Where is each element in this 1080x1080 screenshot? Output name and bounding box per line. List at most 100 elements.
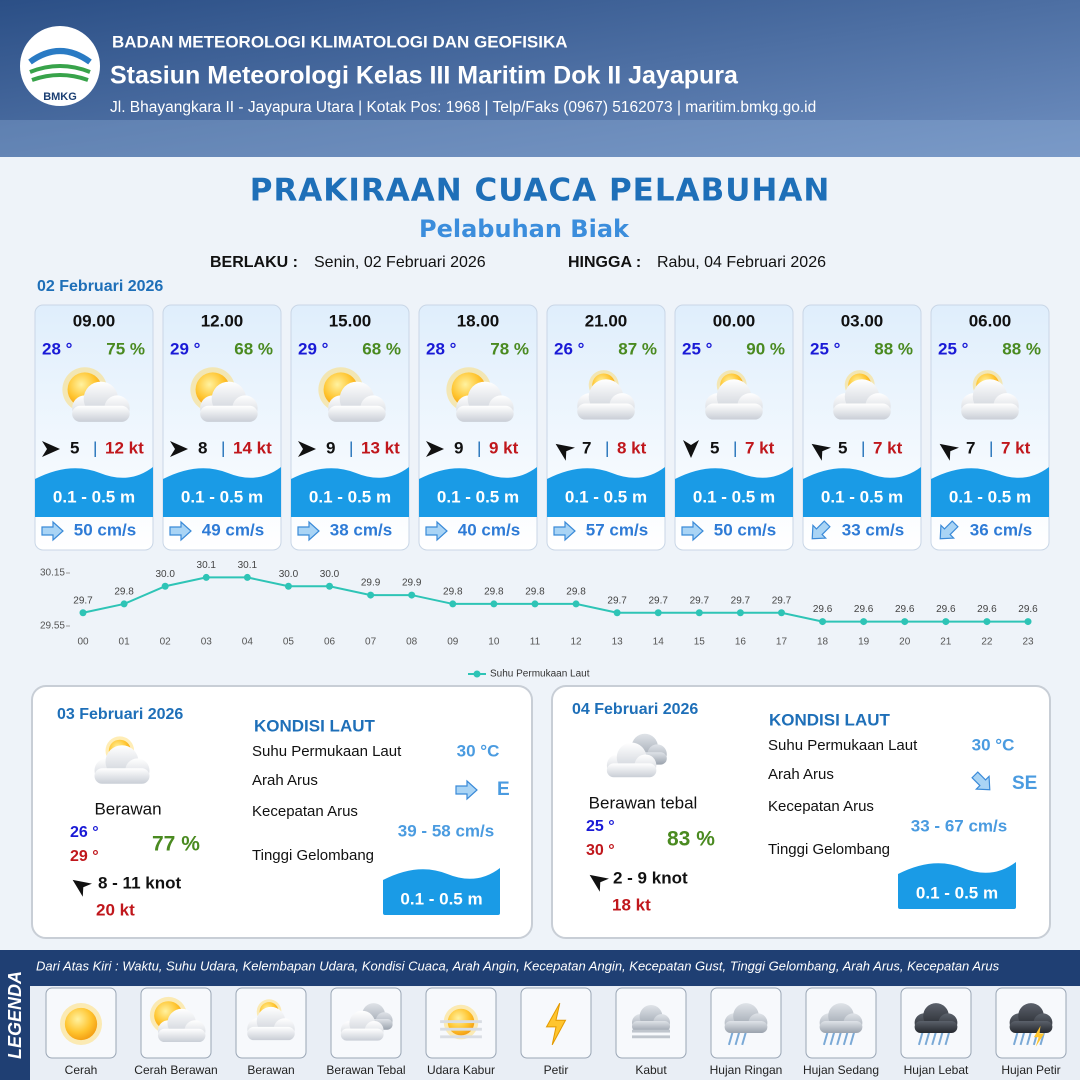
data-label: 30.1 [238, 560, 258, 571]
sst-point [449, 600, 457, 608]
wind-speed: 9 [454, 438, 463, 457]
data-label: 29.8 [484, 587, 504, 598]
wind-range: 2 - 9 knot [613, 868, 688, 887]
sst-point [490, 600, 498, 608]
cloud [456, 405, 514, 422]
cloud [819, 1021, 863, 1034]
x-tick-label: 12 [570, 637, 582, 648]
separator: | [605, 438, 609, 457]
separator: | [221, 438, 225, 457]
sst-point [901, 618, 909, 626]
current-speed: 40 cm/s [458, 520, 520, 539]
y-tick-label: 29.55 [40, 621, 65, 632]
legend-item: Hujan Petir [1001, 1063, 1060, 1077]
sst-point [654, 609, 662, 617]
wind-speed: 5 [70, 438, 79, 457]
gust-speed: 14 kt [233, 438, 272, 457]
wind-direction [811, 443, 831, 461]
current-direction [939, 520, 959, 540]
rain [842, 1031, 849, 1046]
wave-height: 0.1 - 0.5 m [821, 487, 903, 506]
data-label: 30.1 [197, 560, 217, 571]
humidity: 88 % [1002, 339, 1041, 358]
time: 12.00 [201, 311, 244, 330]
wave-height: 0.1 - 0.5 m [437, 487, 519, 506]
humidity: 75 % [106, 339, 145, 358]
sea-label: Arah Arus [252, 772, 318, 789]
cloud [328, 405, 386, 422]
x-tick-label: 19 [858, 637, 870, 648]
sst-point [243, 573, 251, 581]
humidity: 87 % [618, 339, 657, 358]
wind-direction [298, 441, 316, 457]
current-direction [41, 520, 64, 542]
wind-direction [589, 874, 609, 892]
x-tick-label: 04 [242, 637, 254, 648]
legend-item: Hujan Ringan [710, 1063, 783, 1077]
cloud [606, 763, 657, 778]
data-label: 29.6 [813, 604, 833, 615]
temp-min: 25 ° [586, 818, 615, 835]
valid-to-label: HINGGA : [568, 254, 641, 271]
humidity: 68 % [362, 339, 401, 358]
rain [937, 1031, 944, 1046]
cloud [247, 1026, 295, 1041]
air-temperature: 28 ° [426, 339, 457, 358]
gust-speed: 12 kt [105, 438, 144, 457]
sst-point [367, 591, 375, 599]
fog-line [632, 1029, 670, 1033]
rain [1026, 1031, 1032, 1046]
rain [822, 1031, 829, 1046]
legend-description: Dari Atas Kiri : Waktu, Suhu Udara, Kele… [36, 958, 1000, 973]
temp-min: 26 ° [70, 824, 99, 841]
time: 15.00 [329, 311, 372, 330]
wave-area [383, 868, 500, 915]
separator: | [861, 438, 865, 457]
separator: | [477, 438, 481, 457]
x-tick-label: 13 [612, 637, 624, 648]
sea-label: Kecepatan Arus [768, 798, 874, 815]
sst-point [531, 600, 539, 608]
current-direction-label: E [497, 779, 510, 800]
wave-area [35, 467, 153, 517]
fog-line [632, 1035, 670, 1039]
legend-item: Udara Kabur [427, 1063, 495, 1077]
gust: 20 kt [96, 900, 135, 919]
rain [931, 1031, 937, 1046]
data-label: 29.9 [402, 578, 422, 589]
x-tick-label: 06 [324, 637, 336, 648]
wind-direction [42, 441, 60, 457]
sst-point [120, 600, 128, 608]
sea-heading: KONDISI LAUT [254, 716, 376, 735]
sea-label: Arah Arus [768, 766, 834, 783]
rain [1019, 1031, 1026, 1046]
separator: | [349, 438, 353, 457]
cloud [914, 1021, 958, 1034]
rain [734, 1031, 741, 1046]
x-tick-label: 23 [1022, 637, 1034, 648]
current-speed: 39 - 58 cm/s [398, 821, 494, 840]
x-tick-label: 09 [447, 637, 459, 648]
legend-item: Petir [544, 1063, 569, 1077]
humidity: 83 % [667, 828, 715, 851]
separator: | [93, 438, 97, 457]
title: PRAKIRAAN CUACA PELABUHAN [250, 173, 831, 209]
time: 06.00 [969, 311, 1012, 330]
humidity: 68 % [234, 339, 273, 358]
sst-point [819, 618, 827, 626]
air-temperature: 29 ° [298, 339, 329, 358]
current-speed: 49 cm/s [202, 520, 264, 539]
wind-direction [170, 441, 188, 457]
data-label: 30.0 [320, 569, 340, 580]
air-temperature: 26 ° [554, 339, 585, 358]
logo-wave [29, 64, 91, 82]
lightning [1033, 1025, 1045, 1047]
x-tick-label: 07 [365, 637, 377, 648]
separator: | [733, 438, 737, 457]
data-label: 29.7 [607, 595, 627, 606]
current-direction [297, 520, 320, 542]
legend-item: Hujan Sedang [803, 1063, 879, 1077]
x-tick-label: 10 [488, 637, 500, 648]
cloud [72, 405, 130, 422]
